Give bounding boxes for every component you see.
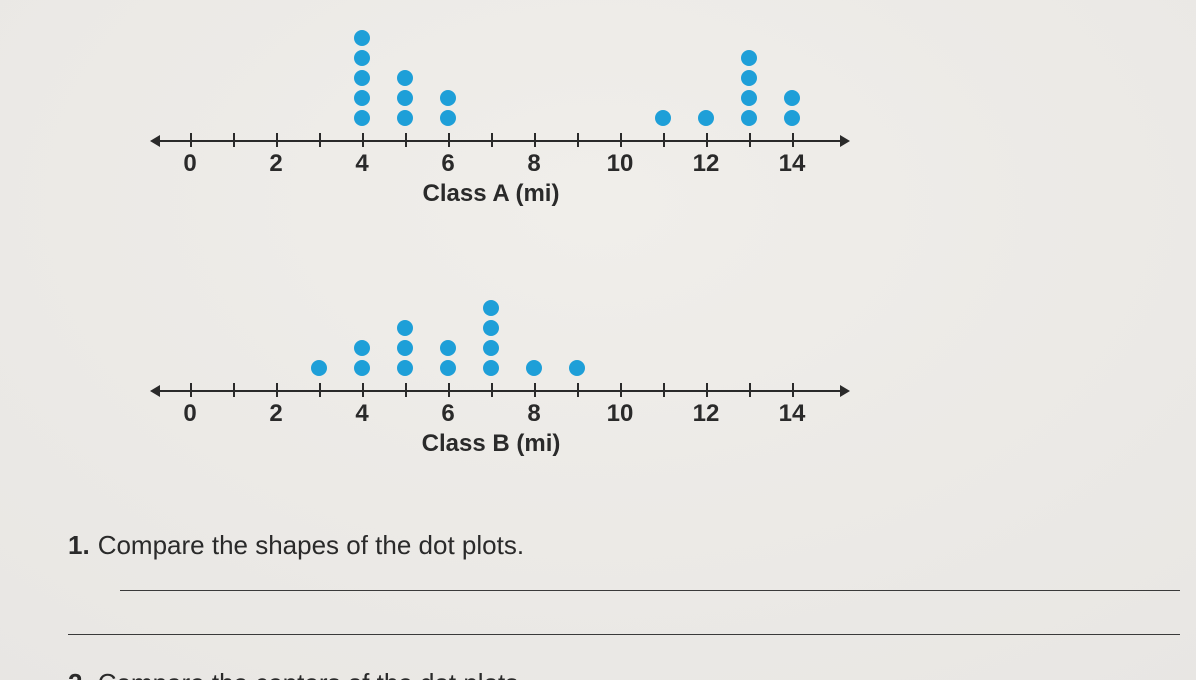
class-b-tick-label: 0 [183, 400, 196, 428]
class-b-tick [448, 383, 450, 397]
class-a-tick-label: 12 [693, 150, 720, 178]
class-a-title: Class A (mi) [423, 180, 560, 208]
class-b-tick [405, 383, 407, 397]
class-a-dot [354, 90, 370, 106]
class-b-tick-label: 12 [693, 400, 720, 428]
class-a-dot [698, 110, 714, 126]
question-2: 2. Compare the centers of the dot plots [68, 668, 518, 680]
class-a-tick [190, 133, 192, 147]
class-a-dot [397, 110, 413, 126]
class-b-dot [569, 360, 585, 376]
class-a-dot [440, 110, 456, 126]
class-a-tick [405, 133, 407, 147]
class-b-tick [663, 383, 665, 397]
class-a-tick-label: 2 [269, 150, 282, 178]
class-b-tick [233, 383, 235, 397]
question-1: 1. Compare the shapes of the dot plots. [68, 530, 524, 561]
class-b-dot [483, 300, 499, 316]
class-a-dot [741, 110, 757, 126]
class-b-dot [311, 360, 327, 376]
class-a-tick [319, 133, 321, 147]
class-a-tick-label: 10 [607, 150, 634, 178]
class-a-dot [397, 70, 413, 86]
class-a-tick [792, 133, 794, 147]
class-b-tick [749, 383, 751, 397]
class-b-dot [397, 340, 413, 356]
class-b-tick-label: 2 [269, 400, 282, 428]
class-a-tick [706, 133, 708, 147]
class-a-tick [534, 133, 536, 147]
question-number: 1. [68, 530, 90, 561]
class-a-arrow-right [840, 135, 850, 147]
class-a-tick [448, 133, 450, 147]
class-b-dot [526, 360, 542, 376]
class-a-tick [577, 133, 579, 147]
answer-line-2 [68, 634, 1180, 635]
class-a-dot [741, 70, 757, 86]
class-b-dot [483, 320, 499, 336]
class-a-tick-label: 14 [779, 150, 806, 178]
class-b-tick [620, 383, 622, 397]
class-a-axis [160, 140, 840, 142]
class-b-tick [190, 383, 192, 397]
class-b-arrow-right [840, 385, 850, 397]
class-a-dot [784, 90, 800, 106]
class-b-title: Class B (mi) [422, 430, 561, 458]
class-b-tick-label: 10 [607, 400, 634, 428]
class-b-dot [397, 360, 413, 376]
class-a-tick-label: 4 [355, 150, 368, 178]
class-a-tick-label: 8 [527, 150, 540, 178]
answer-line-1 [120, 590, 1180, 591]
class-a-tick [276, 133, 278, 147]
class-a-dot [784, 110, 800, 126]
class-b-tick [319, 383, 321, 397]
class-a-dot [655, 110, 671, 126]
class-b-tick [276, 383, 278, 397]
class-a-tick-label: 0 [183, 150, 196, 178]
class-a-tick [362, 133, 364, 147]
class-b-dot [440, 360, 456, 376]
class-b-tick [491, 383, 493, 397]
class-b-tick-label: 6 [441, 400, 454, 428]
class-b-dot [354, 360, 370, 376]
class-b-axis [160, 390, 840, 392]
class-a-tick [620, 133, 622, 147]
class-b-tick-label: 14 [779, 400, 806, 428]
class-a-arrow-left [150, 135, 160, 147]
class-b-dot [440, 340, 456, 356]
class-b-tick-label: 4 [355, 400, 368, 428]
question-text: Compare the shapes of the dot plots. [98, 530, 524, 560]
class-b-tick [534, 383, 536, 397]
class-b-dot [397, 320, 413, 336]
class-b-dot [483, 340, 499, 356]
class-b-tick [362, 383, 364, 397]
class-a-dot [354, 30, 370, 46]
class-a-tick-label: 6 [441, 150, 454, 178]
class-a-dot [397, 90, 413, 106]
class-a-dot [741, 90, 757, 106]
class-b-tick [792, 383, 794, 397]
class-a-dot [354, 50, 370, 66]
worksheet-content: 0 2 4 6 8 10 12 14 Class A (mi) 0 2 4 6 8 10 12 14 Class … [0, 0, 1196, 680]
class-a-tick [749, 133, 751, 147]
class-a-dot [741, 50, 757, 66]
class-b-dot [354, 340, 370, 356]
question-text: Compare the centers of the dot plots [98, 668, 519, 680]
class-b-tick [577, 383, 579, 397]
class-a-tick [233, 133, 235, 147]
class-a-tick [663, 133, 665, 147]
class-b-arrow-left [150, 385, 160, 397]
class-b-tick [706, 383, 708, 397]
class-a-dot [354, 70, 370, 86]
class-a-dot [440, 90, 456, 106]
class-a-tick [491, 133, 493, 147]
class-a-dot [354, 110, 370, 126]
class-b-dot [483, 360, 499, 376]
class-b-tick-label: 8 [527, 400, 540, 428]
question-number: 2. [68, 668, 90, 680]
